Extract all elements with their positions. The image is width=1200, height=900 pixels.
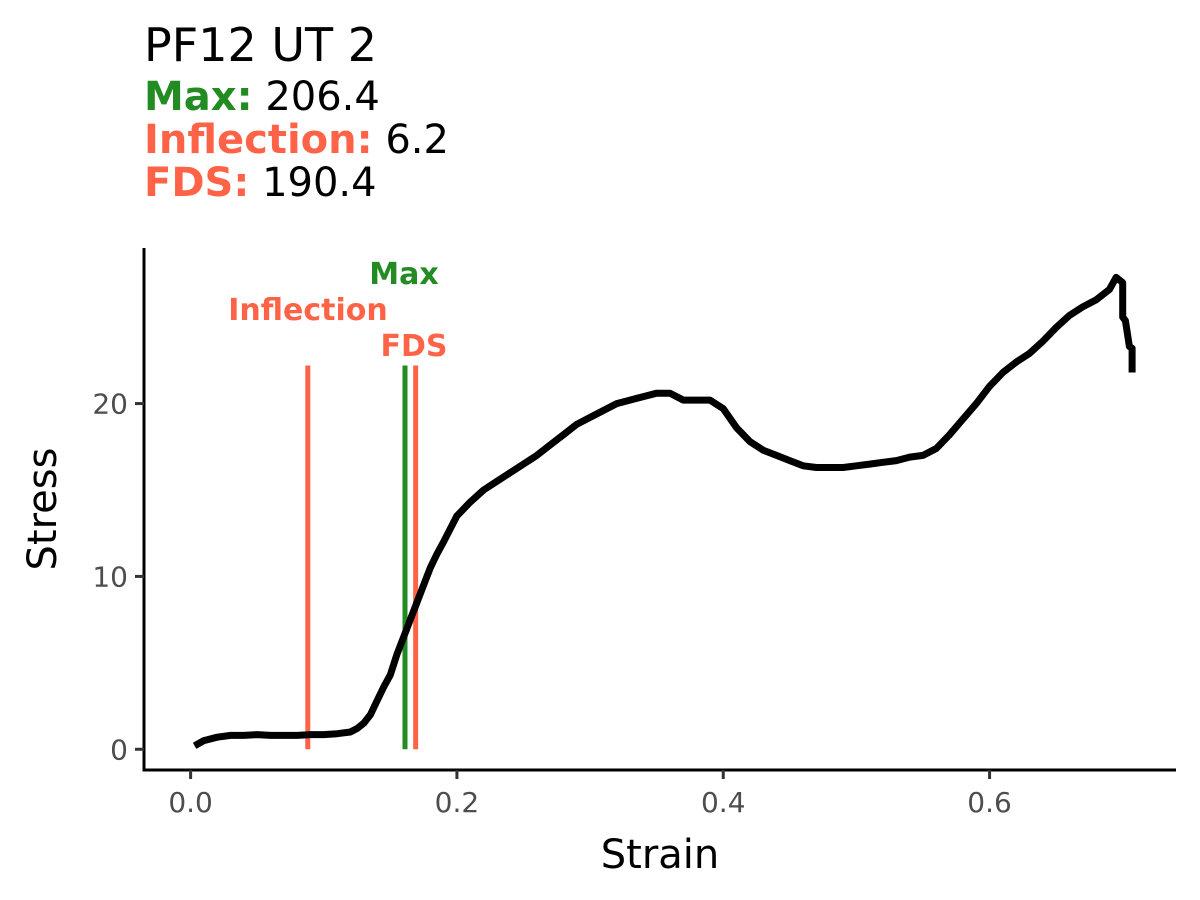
y-tick-label: 20 xyxy=(92,388,128,421)
metric-fds-label: FDS: xyxy=(144,160,250,206)
x-tick-label: 0.0 xyxy=(168,786,213,819)
chart-header: PF12 UT 2 Max: 206.4 Inflection: 6.2 FDS… xyxy=(144,14,449,205)
reference-lines xyxy=(305,365,419,750)
vline-label-inflection: Inflection xyxy=(228,293,387,328)
x-tick-label: 0.6 xyxy=(967,786,1012,819)
metric-inflection-value: 6.2 xyxy=(385,117,449,163)
metric-max-value: 206.4 xyxy=(265,74,380,120)
metric-fds: FDS: 190.4 xyxy=(144,162,449,205)
vline-label-fds: FDS xyxy=(380,329,447,364)
x-axis-title: Strain xyxy=(601,832,720,878)
x-tick-label: 0.4 xyxy=(701,786,746,819)
axes: 0.0 0.2 0.4 0.6 0 10 20 xyxy=(92,248,1176,819)
y-tick-label: 10 xyxy=(92,560,128,593)
vline-label-max: Max xyxy=(369,257,438,292)
series-line xyxy=(192,273,1136,749)
metric-inflection: Inflection: 6.2 xyxy=(144,119,449,162)
y-tick-label: 0 xyxy=(110,733,128,766)
series-layer xyxy=(192,273,1136,749)
chart-title: PF12 UT 2 xyxy=(144,18,378,72)
metric-max-label: Max: xyxy=(144,74,253,120)
y-axis-title: Stress xyxy=(20,448,66,571)
x-tick-label: 0.2 xyxy=(435,786,480,819)
metric-fds-value: 190.4 xyxy=(262,160,377,206)
metric-max: Max: 206.4 xyxy=(144,76,449,119)
metric-inflection-label: Inflection: xyxy=(144,117,373,163)
